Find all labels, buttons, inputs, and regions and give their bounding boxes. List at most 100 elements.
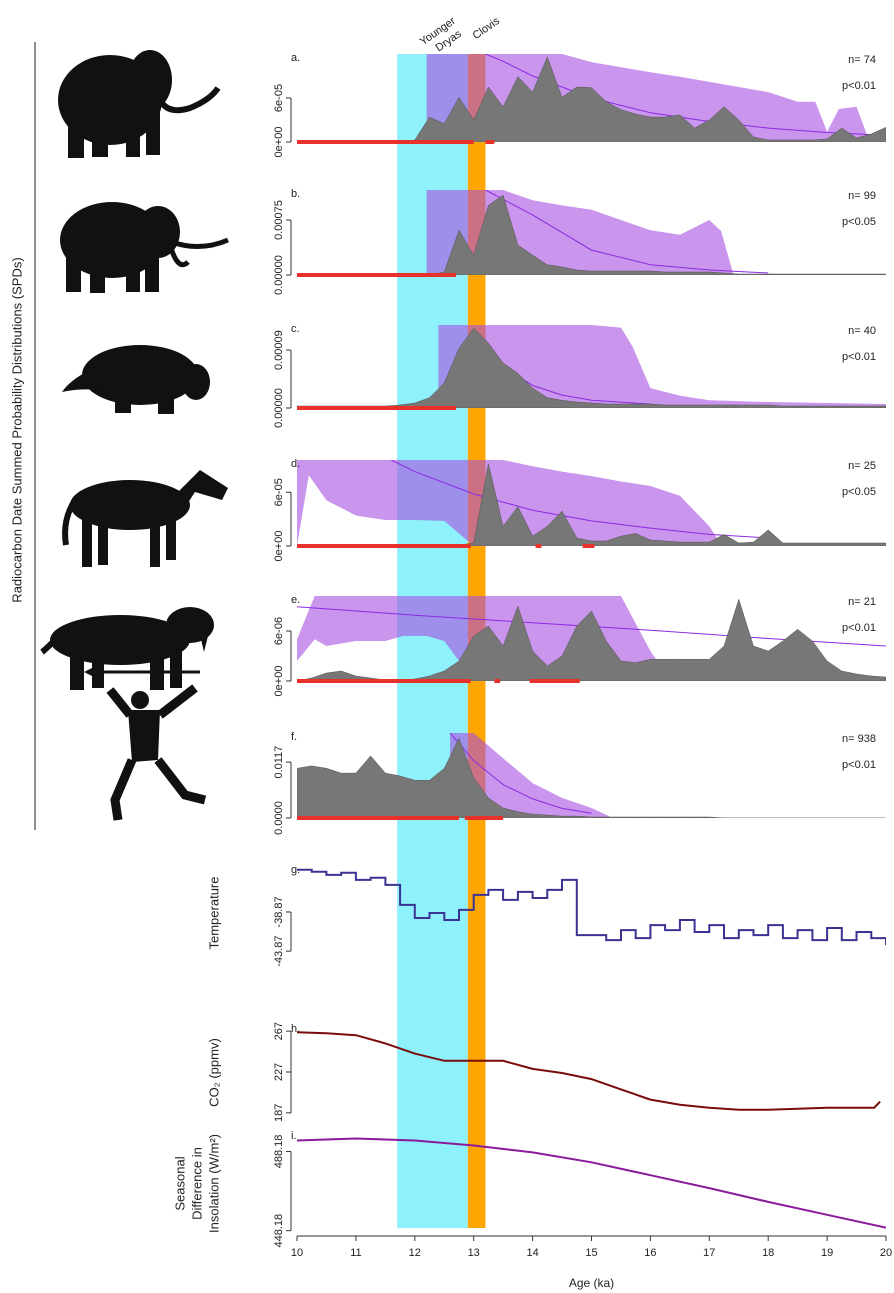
horse — [65, 470, 228, 567]
y-tick-label: 0.00075 — [273, 200, 285, 240]
n-label: n= 40 — [848, 325, 876, 337]
p-label: p<0.05 — [842, 216, 876, 228]
panel-label: h. — [291, 1023, 300, 1035]
y-tick-label: 0.0117 — [273, 746, 285, 779]
p-label: p<0.05 — [842, 486, 876, 498]
p-label: p<0.01 — [842, 80, 876, 92]
panel: 0.00000 0.00009 c. n= 40 p<0.01 — [273, 323, 886, 428]
y-tick-label: 0.00000 — [273, 255, 285, 295]
significance-bar — [297, 273, 456, 277]
p-label: p<0.01 — [842, 759, 876, 771]
y-tick-label: 0.00009 — [273, 330, 285, 370]
y-axis-label: Temperature — [206, 877, 221, 950]
panel: 0e+00 6e-05 d. n= 25 p<0.05 — [273, 458, 886, 562]
side-label: Radiocarbon Date Summed Probability Dist… — [9, 257, 24, 602]
significance-bar — [297, 544, 471, 548]
temperature-line — [297, 870, 886, 945]
data-line — [297, 1139, 886, 1228]
significance-bar — [583, 544, 595, 548]
panel: 0e+00 6e-05 a. n= 74 p<0.01 — [273, 52, 886, 158]
plot-area — [297, 1032, 880, 1110]
x-tick-label: 17 — [703, 1247, 715, 1259]
plot-area — [297, 870, 886, 945]
y-tick-label: 0e+00 — [273, 531, 285, 562]
hunter — [84, 667, 205, 820]
panel-label: f. — [291, 731, 297, 743]
y-axis-label: Seasonal — [172, 1156, 187, 1210]
significance-bar — [297, 140, 474, 144]
x-tick-label: 12 — [409, 1247, 421, 1259]
panel: 187 227 267 h. CO₂ (ppmv) — [206, 1022, 880, 1122]
y-tick-label: 267 — [273, 1022, 285, 1040]
panel-label: d. — [291, 458, 300, 470]
plot-area — [297, 596, 886, 681]
y-tick-label: 488.18 — [273, 1135, 285, 1169]
n-label: n= 21 — [848, 596, 876, 608]
p-label: p<0.01 — [842, 351, 876, 363]
data-line — [297, 1032, 880, 1110]
panel-label: b. — [291, 188, 300, 200]
significance-bar — [485, 140, 494, 144]
plot-area — [297, 733, 886, 818]
y-tick-label: 0e+00 — [273, 127, 285, 158]
plot-area — [297, 190, 886, 275]
significance-bar — [494, 679, 500, 683]
significance-bar — [297, 816, 459, 820]
significance-bar — [297, 679, 471, 683]
n-label: n= 25 — [848, 460, 876, 472]
panel: 0.0000 0.0117 f. n= 938 p<0.01 — [273, 731, 886, 835]
panel: 0.00000 0.00075 b. n= 99 p<0.05 — [273, 188, 886, 295]
y-axis-label: Difference in — [189, 1147, 204, 1220]
y-tick-label: 0e+00 — [273, 666, 285, 697]
y-tick-label: -38.87 — [273, 896, 285, 927]
x-tick-label: 20 — [880, 1247, 892, 1259]
y-axis-label: Insolation (W/m²) — [206, 1134, 221, 1233]
panel: 0e+00 6e-06 e. n= 21 p<0.01 — [273, 594, 886, 697]
y-tick-label: 227 — [273, 1063, 285, 1081]
x-tick-label: 15 — [585, 1247, 597, 1259]
y-tick-label: -43.87 — [273, 936, 285, 967]
y-tick-label: 448.18 — [273, 1214, 285, 1248]
band-label: Clovis — [471, 15, 503, 42]
mammoth — [58, 50, 218, 158]
x-tick-label: 16 — [644, 1247, 656, 1259]
x-tick-label: 13 — [468, 1247, 480, 1259]
panel-label: a. — [291, 52, 300, 64]
significance-bar — [465, 816, 503, 820]
p-label: p<0.01 — [842, 622, 876, 634]
n-label: n= 74 — [848, 54, 876, 66]
x-tick-label: 19 — [821, 1247, 833, 1259]
y-tick-label: 0.00000 — [273, 388, 285, 428]
significance-bar — [530, 679, 580, 683]
silhouettes — [42, 50, 228, 820]
plot-area — [297, 1139, 886, 1228]
x-tick-label: 11 — [350, 1247, 361, 1259]
y-tick-label: 187 — [273, 1104, 285, 1122]
x-tick-label: 14 — [526, 1247, 538, 1259]
n-label: n= 99 — [848, 190, 876, 202]
n-label: n= 938 — [842, 733, 876, 745]
plot-area — [297, 460, 886, 546]
y-tick-label: 6e-05 — [273, 478, 285, 506]
y-tick-label: 0.0000 — [273, 801, 285, 835]
plot-area — [297, 325, 886, 408]
spd-area — [297, 738, 886, 818]
y-tick-label: 6e-06 — [273, 617, 285, 645]
figure: YoungerDryasClovisRadiocarbon Date Summe… — [0, 0, 894, 1293]
panel: -38.87 -43.87 g. Temperature — [206, 864, 886, 967]
mastodon — [60, 202, 228, 293]
ground-sloth — [62, 345, 210, 414]
sabertooth — [42, 607, 214, 690]
x-tick-label: 10 — [291, 1247, 303, 1259]
panel-label: i. — [291, 1130, 297, 1142]
x-axis-label: Age (ka) — [569, 1276, 614, 1290]
y-axis-label: CO₂ (ppmv) — [206, 1038, 221, 1107]
x-tick-label: 18 — [762, 1247, 774, 1259]
y-tick-label: 6e-05 — [273, 84, 285, 112]
panel-label: g. — [291, 864, 300, 876]
plot-area — [297, 54, 886, 142]
significance-bar — [297, 406, 456, 410]
panel-label: e. — [291, 594, 300, 606]
panel-label: c. — [291, 323, 300, 335]
